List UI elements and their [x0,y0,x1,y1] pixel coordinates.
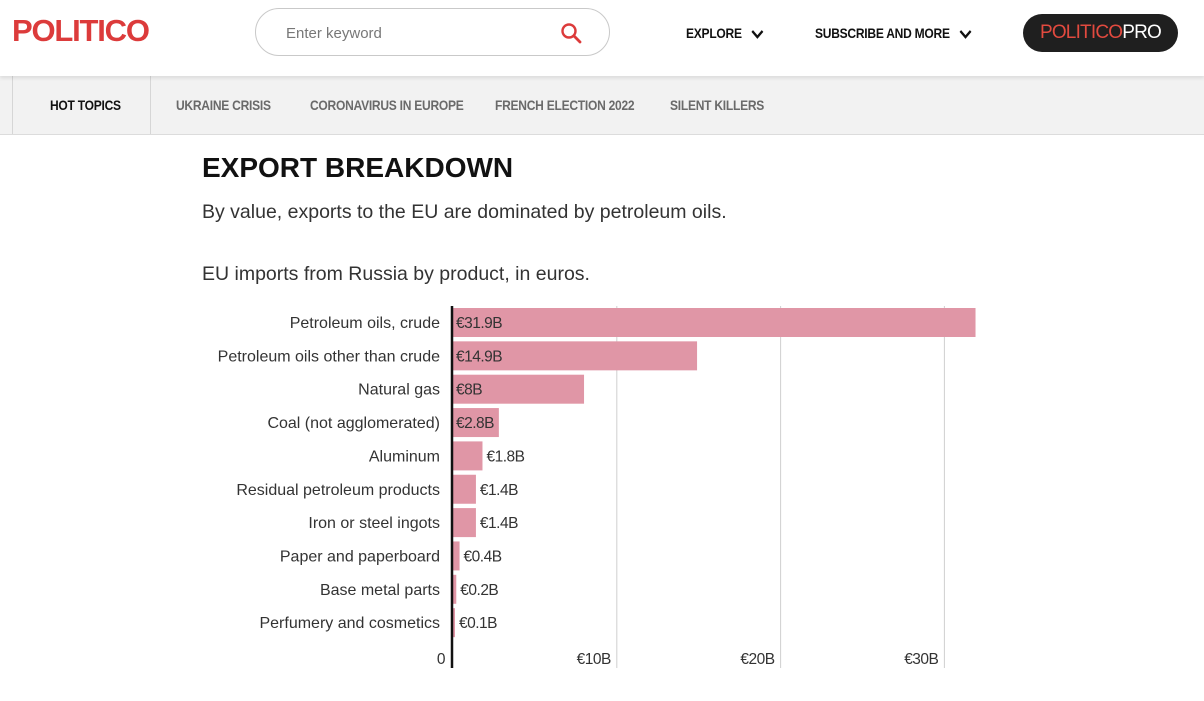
chevron-down-icon [751,30,764,40]
x-tick-label: €10B [577,651,611,668]
category-label: Paper and paperboard [280,548,440,565]
data-label: €1.4B [480,482,518,499]
data-label: €31.9B [456,315,502,332]
topic-link[interactable]: UKRAINE CRISIS [176,97,271,113]
section-title: EXPORT BREAKDOWN [202,152,514,183]
politico-pro-button[interactable]: POLITICOPRO [1023,14,1178,52]
bar [453,508,476,538]
pro-badge-part1: POLITICO [1039,22,1123,43]
data-label: €1.8B [486,448,524,465]
category-label: Coal (not agglomerated) [267,415,440,432]
category-label: Petroleum oils, crude [290,315,440,332]
bar [453,374,585,404]
data-label: €1.4B [480,515,518,532]
category-label: Perfumery and cosmetics [259,615,440,632]
section-subtitle: By value, exports to the EU are dominate… [202,201,727,223]
x-tick-label: €30B [904,651,938,668]
data-label: €2.8B [456,415,494,432]
subscribe-label: SUBSCRIBE AND MORE [815,25,950,41]
topics-bar: HOT TOPICS UKRAINE CRISIS CORONAVIRUS IN… [0,76,1204,135]
hot-topics-label: HOT TOPICS [50,97,121,113]
bar [453,541,460,571]
x-tick-label: 0 [437,651,446,668]
bar [453,474,476,504]
data-label: €0.4B [464,548,502,565]
hot-topics-box: HOT TOPICS [12,76,151,134]
topic-link[interactable]: SILENT KILLERS [670,97,765,113]
subscribe-menu[interactable]: SUBSCRIBE AND MORE [815,22,972,44]
politico-logo[interactable]: POLITICO [12,13,150,48]
bar [453,608,455,638]
data-label: €14.9B [456,348,502,365]
explore-menu[interactable]: EXPLORE [686,22,764,44]
bar [453,408,499,438]
bar [453,308,976,337]
pro-badge-part2: PRO [1122,22,1162,43]
x-tick-label: €20B [740,651,774,668]
category-label: Residual petroleum products [236,482,440,499]
data-label: €0.2B [460,582,498,599]
bar [453,441,483,471]
explore-label: EXPLORE [686,25,742,41]
category-label: Base metal parts [320,582,440,599]
search-input[interactable] [286,21,536,45]
search-box[interactable] [255,8,610,56]
search-icon[interactable] [560,22,582,44]
category-label: Natural gas [358,382,440,399]
site-header: POLITICO EXPLORE SUBSCRIBE AND MORE POLI… [0,0,1204,76]
data-label: €0.1B [459,615,497,632]
chevron-down-icon [959,30,972,40]
chart-caption: EU imports from Russia by product, in eu… [202,263,590,285]
bar [453,341,698,371]
bar [453,574,457,604]
topic-link[interactable]: FRENCH ELECTION 2022 [495,97,635,113]
category-label: Petroleum oils other than crude [218,348,440,365]
data-label: €8B [456,382,482,399]
topic-link[interactable]: CORONAVIRUS IN EUROPE [310,97,464,113]
category-label: Iron or steel ingots [308,515,440,532]
category-label: Aluminum [369,448,440,465]
